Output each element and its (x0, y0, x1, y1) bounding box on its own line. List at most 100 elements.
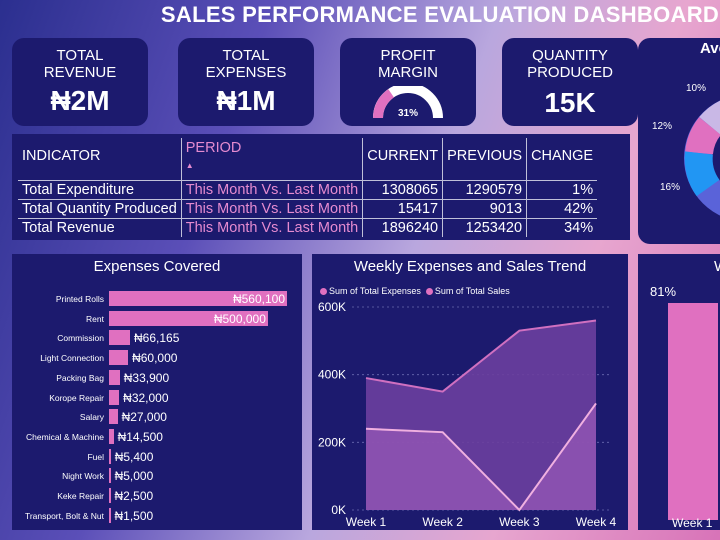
trend-area-chart: 0K 200K 400K 600K Week 1 Week 2 Week 3 Week 4 (318, 300, 617, 529)
weekly-trend-panel: Weekly Expenses and Sales Trend Sum of T… (312, 254, 628, 530)
kpi-value: 15K (544, 87, 596, 118)
expenses-covered-panel: Expenses Covered Printed Rolls ₦560,100 Re… (12, 254, 302, 530)
bar-value-label: ₦2,500 (114, 489, 154, 503)
col-period[interactable]: PERIOD ▲ (181, 138, 364, 181)
donut-label: 12% (652, 121, 673, 132)
cell-period: This Month Vs. Last Month (181, 180, 364, 200)
col-previous[interactable]: PREVIOUS (442, 138, 528, 181)
legend-label: Sum of Total Expenses (329, 286, 421, 296)
kpi-profit-margin: PROFIT MARGIN 31% (340, 38, 476, 126)
x-tick-label: Week 2 (422, 515, 463, 529)
bar-category-label: Transport, Bolt & Nut (24, 510, 104, 521)
bar-value-label: ₦27,000 (121, 410, 167, 425)
cell-current: 1896240 (362, 218, 444, 237)
expense-bar[interactable] (109, 350, 129, 366)
cell-current: 15417 (362, 199, 444, 219)
week-axis-label: Week 1 (672, 516, 713, 530)
expense-bar[interactable] (109, 428, 114, 444)
kpi-value: ₦1M (216, 85, 276, 116)
y-tick-label: 600K (318, 300, 346, 314)
cell-change: 34% (526, 218, 598, 237)
expense-bar[interactable] (109, 291, 287, 306)
kpi-total-revenue: TOTAL REVENUE ₦2M (12, 38, 148, 126)
cell-previous: 1253420 (442, 218, 528, 237)
expense-bar[interactable] (109, 310, 268, 326)
col-current[interactable]: CURRENT (362, 138, 444, 181)
expense-bar[interactable] (109, 468, 111, 484)
expense-bar[interactable] (109, 369, 120, 385)
bar-category-label: Packing Bag (56, 372, 104, 383)
table-row: Total Expenditure This Month Vs. Last Mo… (18, 180, 598, 200)
week-value-label: 81% (650, 284, 677, 299)
bar-category-label: Salary (79, 412, 104, 423)
week-bar (668, 303, 718, 520)
cell-indicator: Total Expenditure (18, 180, 182, 200)
kpi-label: PROFIT MARGIN (378, 47, 438, 81)
col-change[interactable]: CHANGE (531, 148, 594, 164)
bar-value-label: ₦60,000 (132, 351, 178, 366)
line-expenses (365, 402, 597, 512)
cell-period: This Month Vs. Last Month (181, 199, 364, 219)
kpi-label: QUANTITY PRODUCED (527, 47, 613, 81)
legend-dot (425, 288, 433, 296)
profit-margin-gauge: 31% (373, 86, 443, 119)
cell-period: This Month Vs. Last Month (181, 218, 364, 237)
indicator-table: INDICATOR PERIOD ▲ CURRENT PREVIOUS CHANG… (18, 138, 598, 237)
bar-value-label: ₦560,100 (232, 292, 285, 306)
y-tick-label: 400K (318, 368, 346, 382)
bar-category-label: Night Work (62, 471, 104, 482)
kpi-label: TOTAL EXPENSES (205, 47, 287, 81)
y-tick-label: 0K (331, 503, 346, 517)
bar-value-label: ₦5,400 (114, 449, 154, 464)
x-tick-label: Week 1 (346, 515, 387, 529)
legend-label: Sum of Total Sales (434, 286, 510, 296)
kpi-value: ₦2M (50, 85, 110, 116)
expense-bar[interactable] (109, 507, 111, 523)
donut-title: Ave (700, 40, 720, 57)
bar-value-label: ₦5,000 (114, 469, 154, 484)
y-tick-label: 200K (318, 435, 346, 449)
bar-category-label: Chemical & Machine (26, 431, 104, 442)
bar-value-label: ₦14,500 (117, 429, 163, 444)
kpi-label: TOTAL REVENUE (43, 47, 117, 81)
cell-previous: 1290579 (442, 180, 528, 200)
expense-bar[interactable] (109, 488, 111, 503)
bar-category-label: Commission (57, 333, 104, 344)
bar-value-label: ₦1,500 (114, 508, 154, 523)
bar-value-label: ₦500,000 (213, 311, 266, 326)
donut-label: 16% (660, 182, 681, 193)
expense-bar[interactable] (109, 448, 111, 464)
expense-bar[interactable] (109, 409, 118, 425)
donut-panel: Ave 10% 12% 16% (638, 38, 720, 244)
expenses-chart-title: Expenses Covered (93, 258, 221, 275)
col-indicator[interactable]: INDICATOR (18, 138, 182, 181)
table-row: Total Quantity Produced This Month Vs. L… (18, 199, 598, 219)
kpi-quantity-produced: QUANTITY PRODUCED 15K (502, 38, 638, 126)
donut-label: 10% (686, 83, 707, 94)
table-header-row: INDICATOR PERIOD ▲ CURRENT PREVIOUS CHANG… (18, 138, 597, 181)
cell-current: 1308065 (362, 180, 444, 200)
expense-bar[interactable] (109, 330, 131, 346)
bar-value-label: ₦33,900 (123, 370, 170, 385)
week-panel-title: W (714, 258, 720, 275)
svg-text:31%: 31% (398, 108, 418, 119)
x-tick-label: Week 4 (576, 515, 617, 529)
bar-value-label: ₦66,165 (134, 331, 180, 346)
line-sales (365, 319, 597, 393)
week-panel: W 81% Week 1 (638, 254, 720, 530)
cell-change: 42% (526, 199, 598, 219)
kpi-total-expenses: TOTAL EXPENSES ₦1M (178, 38, 314, 126)
expense-bar[interactable] (109, 389, 120, 405)
bar-category-label: Light Connection (40, 353, 104, 364)
dashboard-title: SALES PERFORMANCE EVALUATION DASHBOARD (160, 2, 720, 27)
donut-chart (684, 100, 720, 216)
cell-previous: 9013 (442, 199, 528, 219)
x-tick-label: Week 3 (499, 515, 540, 529)
bar-category-label: Printed Rolls (55, 294, 104, 304)
bar-category-label: Rent (86, 313, 104, 324)
bar-category-label: Korope Repair (49, 392, 104, 403)
bar-category-label: Keke Repair (57, 491, 104, 501)
cell-change: 1% (526, 180, 598, 200)
cell-indicator: Total Revenue (18, 218, 182, 237)
table-row: Total Revenue This Month Vs. Last Month … (18, 218, 598, 237)
